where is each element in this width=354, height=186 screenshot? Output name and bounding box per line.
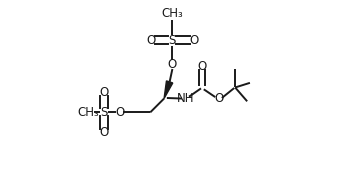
- Polygon shape: [164, 81, 173, 99]
- Text: CH₃: CH₃: [78, 106, 99, 119]
- Text: CH₃: CH₃: [161, 7, 183, 20]
- Text: O: O: [99, 86, 109, 99]
- Text: O: O: [197, 60, 206, 73]
- Text: O: O: [115, 106, 124, 119]
- Text: O: O: [168, 58, 177, 71]
- Text: S: S: [169, 34, 176, 47]
- Text: O: O: [189, 34, 198, 47]
- Text: O: O: [214, 92, 223, 105]
- Text: NH: NH: [177, 92, 194, 105]
- Text: S: S: [101, 106, 108, 119]
- Text: O: O: [99, 126, 109, 139]
- Text: O: O: [147, 34, 156, 47]
